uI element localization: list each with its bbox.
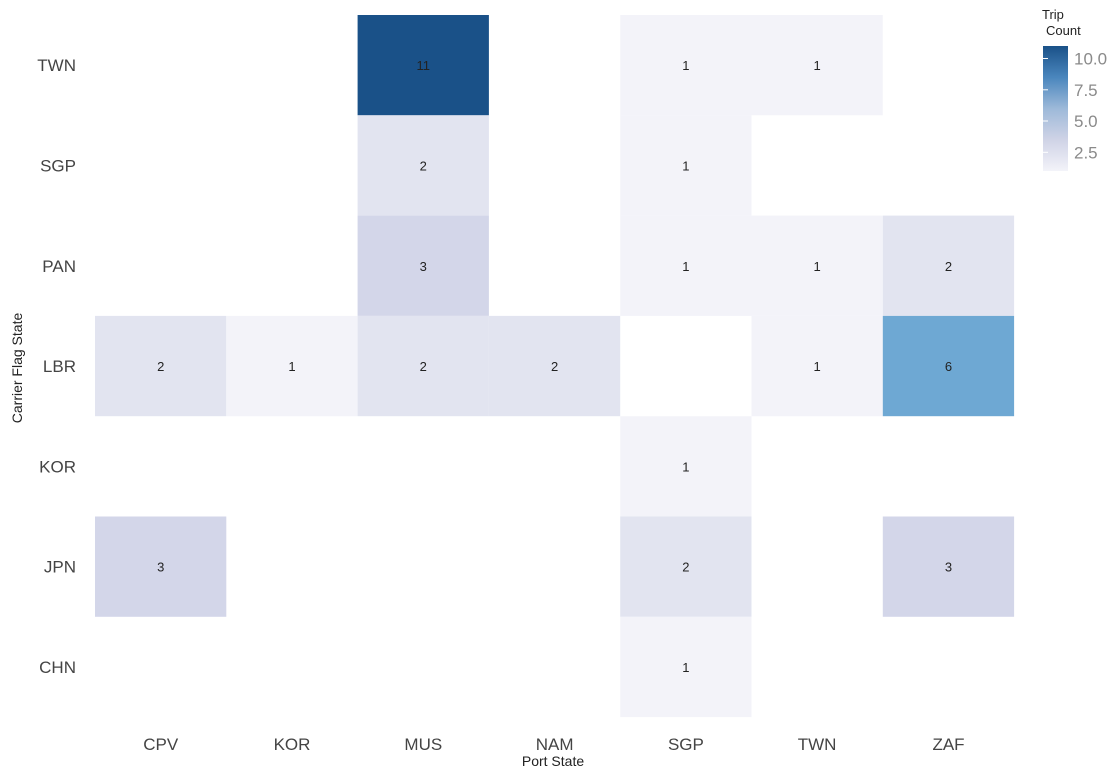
cell-value-twn-sgp: 1 bbox=[682, 58, 689, 73]
y-tick-lbr: LBR bbox=[43, 357, 76, 376]
heatmap-cells bbox=[95, 15, 1015, 718]
heatmap-cell-twn-mus bbox=[357, 15, 489, 116]
color-legend: Trip Count 10.0 7.5 5.0 2.5 bbox=[1042, 7, 1107, 171]
y-tick-kor: KOR bbox=[39, 457, 76, 476]
cell-value-sgp-sgp: 1 bbox=[682, 158, 689, 173]
x-tick-twn: TWN bbox=[798, 735, 837, 754]
x-tick-kor: KOR bbox=[274, 735, 311, 754]
legend-tick-label: 5.0 bbox=[1074, 112, 1098, 131]
heatmap-cell-lbr-nam bbox=[488, 315, 621, 417]
heatmap-cell-sgp-sgp bbox=[620, 115, 752, 216]
heatmap-cell-pan-mus bbox=[357, 215, 489, 316]
legend-ticks: 10.0 7.5 5.0 2.5 bbox=[1043, 50, 1107, 162]
heatmap-cell-pan-sgp bbox=[620, 215, 752, 316]
heatmap-cell-lbr-cpv bbox=[95, 315, 227, 417]
y-tick-pan: PAN bbox=[42, 257, 76, 276]
y-tick-chn: CHN bbox=[39, 658, 76, 677]
cell-value-kor-sgp: 1 bbox=[682, 459, 689, 474]
cell-value-lbr-cpv: 2 bbox=[157, 359, 164, 374]
cell-value-pan-sgp: 1 bbox=[682, 259, 689, 274]
heatmap-cell-pan-zaf bbox=[882, 215, 1015, 316]
x-tick-nam: NAM bbox=[536, 735, 574, 754]
legend-tick-label: 2.5 bbox=[1074, 143, 1098, 162]
cell-value-chn-sgp: 1 bbox=[682, 660, 689, 675]
cell-value-pan-mus: 3 bbox=[420, 259, 427, 274]
heatmap-cell-twn-twn bbox=[751, 15, 883, 116]
heatmap-cell-twn-sgp bbox=[620, 15, 752, 116]
x-tick-sgp: SGP bbox=[668, 735, 704, 754]
heatmap-cell-lbr-zaf bbox=[882, 315, 1015, 417]
cell-value-lbr-kor: 1 bbox=[288, 359, 295, 374]
cell-value-sgp-mus: 2 bbox=[420, 158, 427, 173]
cell-value-jpn-cpv: 3 bbox=[157, 560, 164, 575]
legend-tick-label: 7.5 bbox=[1074, 81, 1098, 100]
x-tick-mus: MUS bbox=[404, 735, 442, 754]
legend-tick-label: 10.0 bbox=[1074, 50, 1107, 69]
cell-value-lbr-zaf: 6 bbox=[945, 359, 952, 374]
y-axis-title: Carrier Flag State bbox=[9, 313, 25, 424]
cell-value-pan-zaf: 2 bbox=[945, 259, 952, 274]
heatmap-cell-jpn-zaf bbox=[882, 516, 1015, 617]
cell-value-lbr-mus: 2 bbox=[420, 359, 427, 374]
legend-title-line-2: Count bbox=[1046, 23, 1081, 38]
heatmap-cell-jpn-sgp bbox=[620, 516, 752, 617]
legend-colorbar bbox=[1043, 46, 1068, 171]
x-axis-ticks: CPV KOR MUS NAM SGP TWN ZAF bbox=[143, 735, 964, 754]
heatmap-cell-kor-sgp bbox=[620, 416, 752, 517]
x-tick-cpv: CPV bbox=[143, 735, 179, 754]
heatmap-cell-lbr-mus bbox=[357, 315, 489, 417]
heatmap-cell-jpn-cpv bbox=[95, 516, 227, 617]
cell-value-twn-twn: 1 bbox=[813, 58, 820, 73]
y-tick-twn: TWN bbox=[37, 56, 76, 75]
heatmap-cell-pan-twn bbox=[751, 215, 883, 316]
heatmap-cell-chn-sgp bbox=[620, 616, 752, 718]
cell-value-jpn-zaf: 3 bbox=[945, 560, 952, 575]
heatmap-cell-sgp-mus bbox=[357, 115, 489, 216]
heatmap-cell-lbr-twn bbox=[751, 315, 883, 417]
cell-value-jpn-sgp: 2 bbox=[682, 560, 689, 575]
cell-value-lbr-twn: 1 bbox=[813, 359, 820, 374]
y-tick-jpn: JPN bbox=[44, 558, 76, 577]
heatmap-cell-labels: 11 1 12 13 1 1 22 1 2 2 1 613 2 31 bbox=[157, 58, 952, 675]
x-axis-title: Port State bbox=[522, 753, 584, 769]
heatmap-cell-lbr-kor bbox=[226, 315, 358, 417]
y-axis-ticks: TWN SGP PAN LBR KOR JPN CHN bbox=[37, 56, 76, 677]
y-tick-sgp: SGP bbox=[40, 156, 76, 175]
cell-value-lbr-nam: 2 bbox=[551, 359, 558, 374]
x-tick-zaf: ZAF bbox=[932, 735, 964, 754]
cell-value-twn-mus: 11 bbox=[417, 58, 431, 73]
legend-title-line-1: Trip bbox=[1042, 7, 1064, 22]
cell-value-pan-twn: 1 bbox=[813, 259, 820, 274]
